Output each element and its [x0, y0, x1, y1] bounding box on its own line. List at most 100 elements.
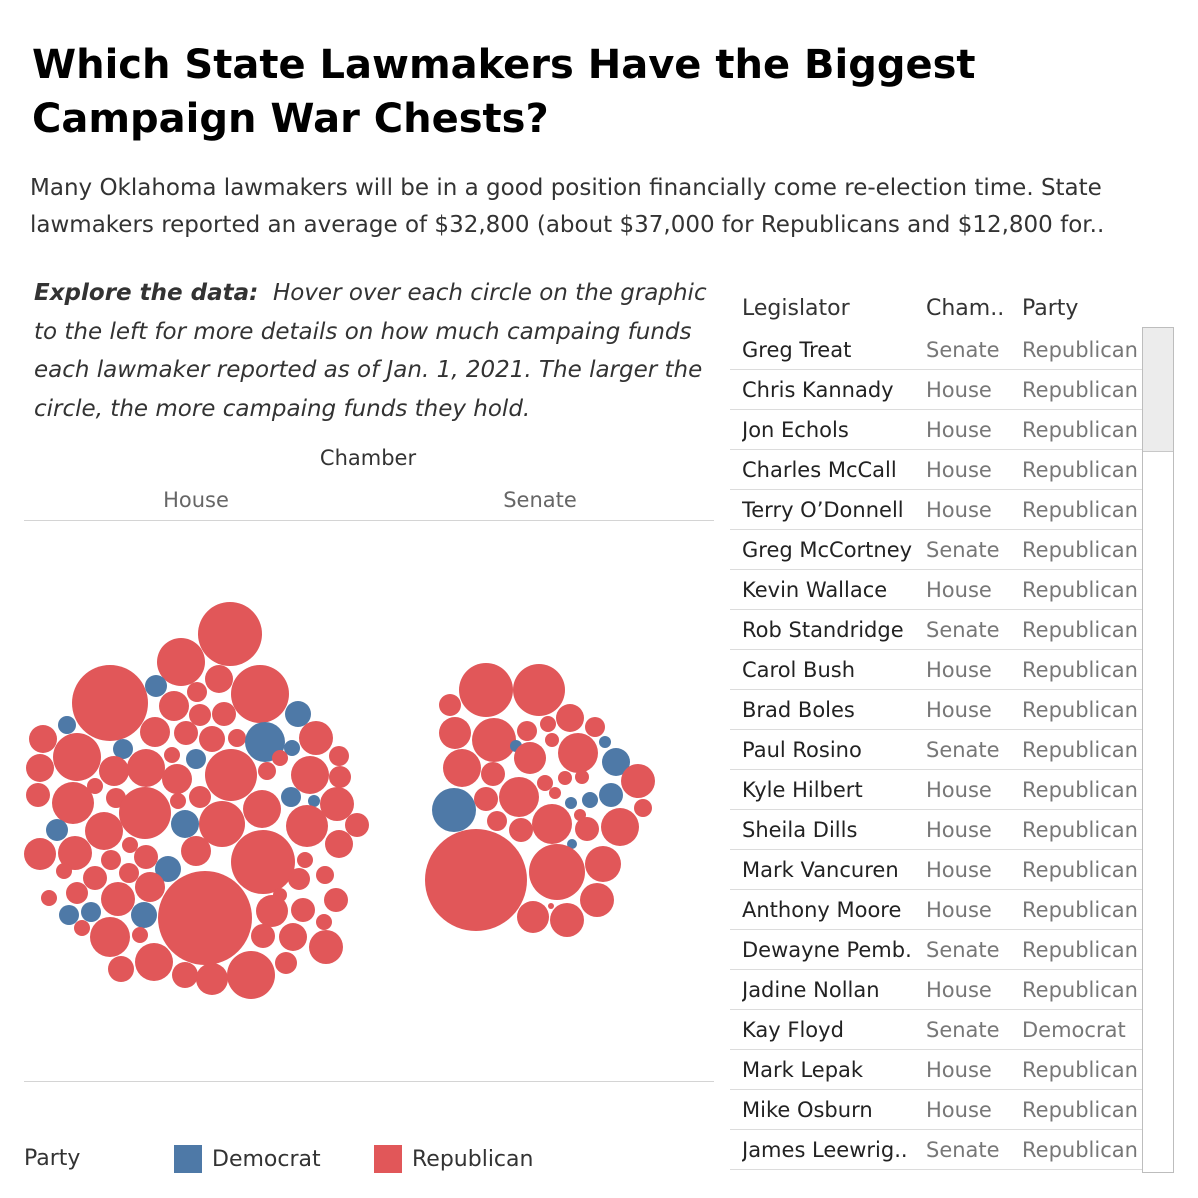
house-bubble[interactable] [72, 665, 148, 741]
senate-bubble[interactable] [580, 883, 614, 917]
house-bubble[interactable] [135, 943, 173, 981]
house-bubble[interactable] [243, 790, 281, 828]
senate-bubble[interactable] [514, 742, 546, 774]
house-bubble[interactable] [316, 914, 332, 930]
senate-bubble[interactable] [545, 733, 559, 747]
house-bubble[interactable] [170, 793, 186, 809]
house-bubble[interactable] [299, 721, 333, 755]
house-bubble[interactable] [155, 856, 181, 882]
house-bubble[interactable] [285, 701, 311, 727]
senate-bubble[interactable] [565, 797, 577, 809]
house-bubble[interactable] [90, 917, 130, 957]
senate-bubble[interactable] [621, 764, 655, 798]
senate-bubble[interactable] [634, 799, 652, 817]
house-bubble[interactable] [172, 962, 198, 988]
senate-bubble[interactable] [517, 901, 549, 933]
table-row[interactable]: Paul Rosino Senate Republican [730, 730, 1142, 770]
house-bubble[interactable] [329, 746, 349, 766]
senate-bubble[interactable] [529, 844, 585, 900]
senate-bubble[interactable] [558, 733, 598, 773]
house-bubble[interactable] [189, 704, 211, 726]
house-bubble[interactable] [275, 952, 297, 974]
house-bubble[interactable] [199, 726, 225, 752]
house-bubble[interactable] [74, 920, 90, 936]
senate-bubble[interactable] [582, 792, 598, 808]
house-bubble[interactable] [171, 810, 199, 838]
house-bubble[interactable] [81, 902, 101, 922]
senate-bubble[interactable] [459, 663, 513, 717]
senate-bubble[interactable] [499, 777, 539, 817]
senate-bubble[interactable] [439, 694, 461, 716]
house-bubble[interactable] [329, 766, 351, 788]
senate-bubble[interactable] [558, 771, 572, 785]
house-bubble[interactable] [198, 602, 262, 666]
house-bubble[interactable] [101, 850, 121, 870]
house-bubble[interactable] [132, 927, 148, 943]
house-bubble[interactable] [189, 786, 211, 808]
house-bubble[interactable] [58, 836, 92, 870]
house-bubble[interactable] [186, 749, 206, 769]
house-bubble[interactable] [122, 837, 138, 853]
house-bubble[interactable] [181, 836, 211, 866]
senate-bubble[interactable] [487, 811, 507, 831]
table-row[interactable]: Greg McCortney Senate Republican [730, 530, 1142, 570]
table-row[interactable]: Sheila Dills House Republican [730, 810, 1142, 850]
house-bubble[interactable] [164, 747, 180, 763]
house-bubble[interactable] [174, 721, 198, 745]
house-bubble[interactable] [291, 756, 329, 794]
scrollbar-thumb[interactable] [1143, 328, 1173, 452]
table-row[interactable]: Jon Echols House Republican [730, 410, 1142, 450]
house-bubble[interactable] [251, 924, 275, 948]
house-bubble[interactable] [83, 866, 107, 890]
house-bubble[interactable] [308, 795, 320, 807]
house-bubble[interactable] [272, 750, 288, 766]
house-bubble[interactable] [135, 872, 165, 902]
senate-bubble[interactable] [567, 839, 577, 849]
table-row[interactable]: Carol Bush House Republican [730, 650, 1142, 690]
column-header-party[interactable]: Party [1022, 296, 1079, 321]
house-bubble[interactable] [256, 895, 288, 927]
senate-bubble[interactable] [509, 818, 533, 842]
house-bubble[interactable] [26, 783, 50, 807]
house-bubble[interactable] [281, 787, 301, 807]
house-bubble[interactable] [297, 852, 313, 868]
house-bubble[interactable] [157, 638, 205, 686]
senate-bubble[interactable] [550, 903, 584, 937]
column-header-chamber[interactable]: Cham.. [926, 296, 1005, 321]
senate-bubble[interactable] [425, 829, 527, 931]
house-bubble[interactable] [66, 882, 88, 904]
house-bubble[interactable] [29, 725, 57, 753]
senate-bubble[interactable] [602, 748, 630, 776]
house-bubble[interactable] [279, 923, 307, 951]
house-bubble[interactable] [140, 717, 170, 747]
house-bubble[interactable] [212, 702, 236, 726]
house-bubble[interactable] [231, 830, 295, 894]
house-bubble[interactable] [127, 749, 165, 787]
senate-bubble[interactable] [443, 749, 481, 787]
legend-item-democrat[interactable]: Democrat [174, 1142, 321, 1176]
house-bubble[interactable] [46, 819, 68, 841]
senate-bubble[interactable] [540, 716, 556, 732]
senate-bubble[interactable] [556, 704, 584, 732]
table-row[interactable]: Mark Vancuren House Republican [730, 850, 1142, 890]
house-bubble[interactable] [134, 845, 158, 869]
house-bubble[interactable] [286, 805, 328, 847]
house-bubble[interactable] [324, 888, 348, 912]
house-bubble[interactable] [228, 729, 246, 747]
table-row[interactable]: Brad Boles House Republican [730, 690, 1142, 730]
column-header-legislator[interactable]: Legislator [742, 296, 850, 321]
house-bubble[interactable] [187, 682, 207, 702]
table-row[interactable]: Charles McCall House Republican [730, 450, 1142, 490]
house-bubble[interactable] [119, 863, 139, 883]
table-row[interactable]: Dewayne Pemb.. Senate Republican [730, 930, 1142, 970]
house-bubble[interactable] [345, 813, 369, 837]
house-bubble[interactable] [26, 754, 54, 782]
senate-bubble[interactable] [472, 718, 516, 762]
senate-bubble[interactable] [549, 787, 561, 799]
table-row[interactable]: Mark Lepak House Republican [730, 1050, 1142, 1090]
house-bubble[interactable] [199, 801, 245, 847]
house-bubble[interactable] [131, 902, 157, 928]
house-bubble[interactable] [162, 764, 192, 794]
house-bubble[interactable] [291, 898, 315, 922]
table-row[interactable]: Kevin Wallace House Republican [730, 570, 1142, 610]
